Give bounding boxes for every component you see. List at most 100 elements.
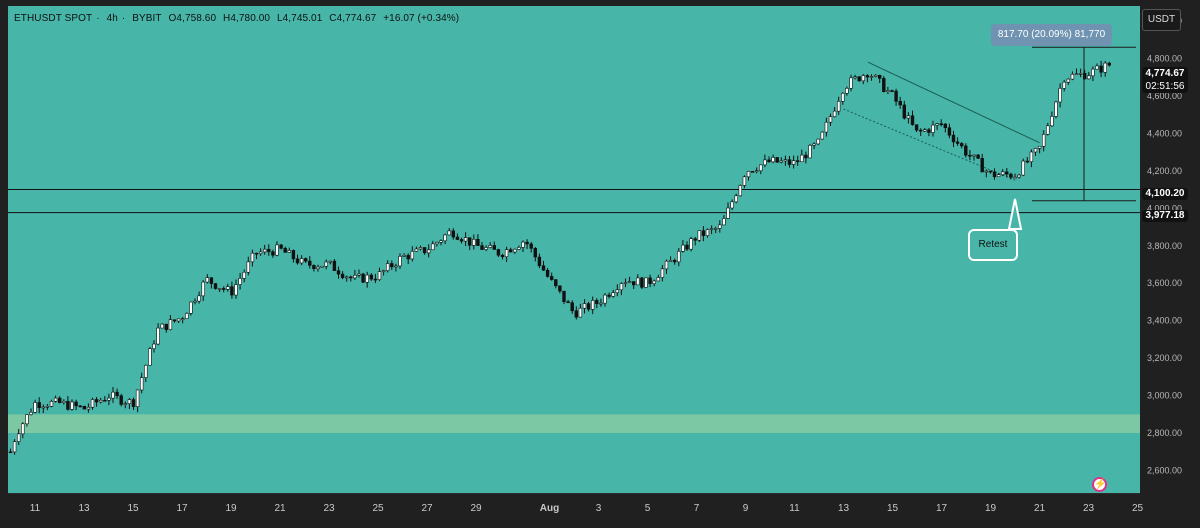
x-tick-label: 21	[274, 503, 286, 514]
candle-body	[820, 131, 825, 140]
candle-body	[759, 164, 763, 172]
candle-body	[1054, 101, 1058, 117]
candle-body	[775, 157, 779, 163]
candle-body	[344, 276, 349, 279]
candle-body	[320, 265, 324, 268]
candle-body	[672, 260, 677, 263]
candle-body	[1070, 73, 1075, 80]
candle-body	[463, 237, 468, 242]
candle-body	[467, 237, 472, 246]
candle-body	[402, 255, 406, 257]
candle-body	[677, 251, 681, 263]
candle-body	[607, 294, 611, 297]
candle-body	[1029, 151, 1034, 162]
candle-body	[303, 258, 308, 262]
candle-body	[189, 301, 193, 314]
candle-body	[1058, 88, 1062, 103]
candle-body	[1037, 145, 1042, 149]
candle-body	[123, 403, 128, 405]
high-value: H4,780.00	[223, 13, 271, 24]
candle-body	[513, 248, 517, 253]
candle-body	[636, 277, 640, 286]
candle-body	[332, 260, 337, 271]
candle-body	[414, 248, 419, 252]
y-tick-label: 2,800.00	[1147, 428, 1182, 438]
candle-body	[644, 277, 648, 288]
candle-body	[185, 313, 189, 319]
candle-body	[861, 75, 866, 82]
candle-body	[562, 290, 566, 302]
interval-label[interactable]: 4h	[106, 13, 118, 24]
currency-button[interactable]: USDT	[1142, 9, 1181, 31]
candle-body	[455, 236, 460, 240]
x-tick-label: 9	[743, 503, 749, 514]
candle-body	[1050, 116, 1054, 127]
candle-body	[611, 292, 615, 297]
candle-body	[70, 401, 74, 410]
lightning-icon[interactable]: ⚡	[1092, 477, 1107, 492]
candle-body	[1021, 160, 1025, 176]
candle-body	[545, 269, 550, 277]
candle-body	[566, 301, 570, 304]
candle-body	[410, 251, 414, 260]
x-tick-label: 5	[645, 503, 651, 514]
candle-body	[217, 288, 222, 290]
candle-body	[877, 74, 882, 79]
candle-body	[103, 399, 107, 402]
candle-body	[668, 260, 673, 262]
candle-body	[53, 397, 58, 402]
candle-body	[94, 399, 99, 403]
candle-body	[873, 74, 878, 77]
candle-body	[754, 170, 759, 173]
candle-body	[234, 284, 238, 296]
candle-body	[340, 273, 345, 278]
x-tick-label: 21	[1034, 503, 1046, 514]
candle-body	[12, 441, 17, 453]
candle-body	[1009, 173, 1013, 178]
candle-body	[25, 414, 29, 425]
candle-body	[328, 260, 332, 263]
candle-body	[845, 88, 849, 94]
channel-lower-line	[843, 108, 1016, 181]
candle-body	[1078, 73, 1083, 75]
measure-label: 817.70 (20.09%) 81,770	[991, 24, 1112, 46]
candle-body	[426, 249, 431, 254]
candle-body	[500, 254, 505, 258]
candle-body	[262, 248, 267, 253]
candle-body	[172, 319, 177, 322]
y-tick-label: 4,800.00	[1147, 53, 1182, 63]
candles	[8, 60, 1112, 455]
candle-body	[267, 248, 271, 253]
candle-body	[176, 318, 181, 322]
candle-body	[168, 319, 173, 330]
candle-body	[923, 129, 927, 132]
candle-body	[369, 274, 373, 280]
candle-body	[160, 323, 164, 329]
candle-body	[746, 171, 751, 178]
candle-body	[554, 279, 558, 287]
candle-body	[279, 244, 283, 249]
level-tag-1: 4,100.20	[1142, 188, 1188, 200]
candle-body	[603, 294, 607, 304]
candle-body	[135, 389, 140, 407]
symbol-label[interactable]: ETHUSDT SPOT	[14, 13, 93, 24]
candle-body	[1017, 174, 1021, 178]
candle-body	[222, 288, 226, 290]
ohlc-header: ETHUSDT SPOT · 4h · BYBIT O4,758.60 H4,780…	[14, 13, 460, 24]
candle-body	[1025, 160, 1030, 163]
candle-body	[324, 261, 328, 267]
candle-body	[140, 377, 144, 391]
x-tick-label: 11	[30, 503, 41, 514]
candle-body	[431, 243, 435, 251]
candle-body	[1099, 65, 1103, 73]
y-tick-label: 4,600.00	[1147, 91, 1182, 101]
candle-body	[508, 249, 513, 253]
candle-body	[791, 160, 796, 165]
x-tick-label: 11	[789, 503, 800, 514]
candle-body	[533, 248, 538, 258]
candle-body	[947, 127, 952, 136]
candle-body	[812, 143, 816, 146]
support-zone	[8, 414, 1140, 434]
candle-body	[627, 281, 632, 283]
